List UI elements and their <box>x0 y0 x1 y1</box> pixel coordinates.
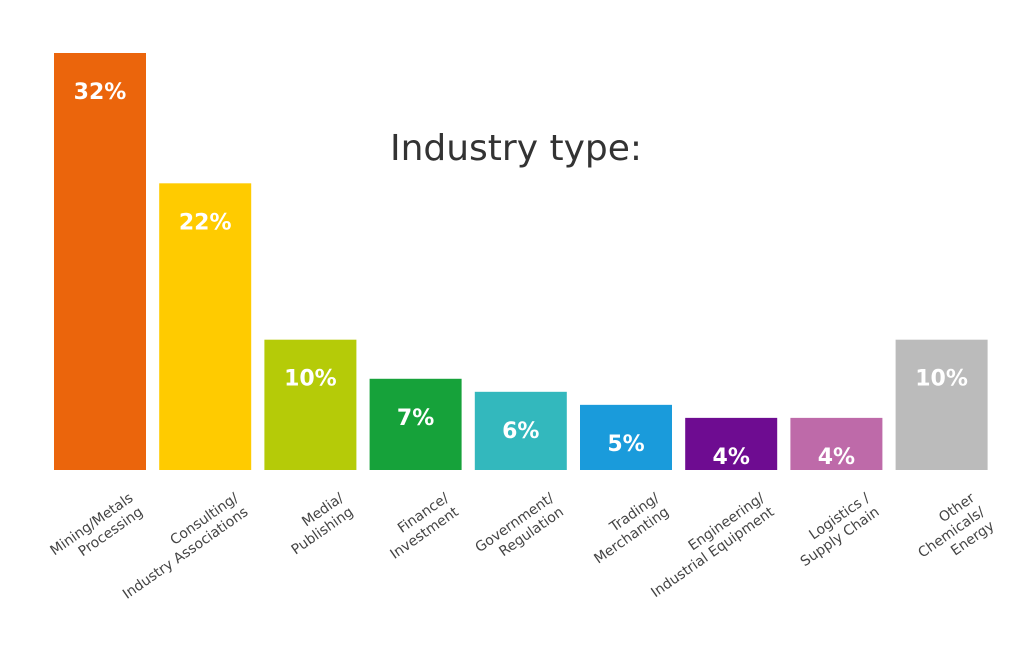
bar-value-label: 10% <box>284 367 337 392</box>
bar-value-label: 22% <box>179 210 232 235</box>
category-label: Media/Publishing <box>279 490 357 558</box>
bar <box>159 183 252 470</box>
bar-value-label: 32% <box>74 80 127 105</box>
bars-group <box>54 53 988 470</box>
bar-value-label: 5% <box>607 432 644 457</box>
category-label: Finance/Investment <box>378 490 462 563</box>
bar <box>54 53 146 470</box>
category-label: Trading/Merchanting <box>582 490 673 567</box>
value-labels-group: 32% 22% 10% 7% 6% 5% 4% 4% 10% <box>74 80 968 470</box>
bar-value-label: 7% <box>397 406 434 431</box>
category-label: OtherChemicals/Energy <box>906 490 998 575</box>
bar <box>580 404 672 470</box>
chart-title: Industry type: <box>390 128 642 169</box>
bar-value-label: 10% <box>915 367 968 392</box>
category-label: Government/Regulation <box>473 490 568 570</box>
bar <box>474 391 567 470</box>
bar <box>264 339 357 470</box>
bar-value-label: 4% <box>713 445 750 470</box>
category-label: Mining/MetalsProcessing <box>48 490 147 573</box>
bar <box>369 378 462 470</box>
bar <box>685 417 778 470</box>
bar-value-label: 6% <box>502 419 539 444</box>
bar <box>895 339 988 470</box>
bar <box>790 417 883 470</box>
category-label: Logistics /Supply Chain <box>788 490 883 570</box>
bar-value-label: 4% <box>818 445 855 470</box>
category-labels-group: Mining/MetalsProcessing Consulting/Indust… <box>48 490 998 603</box>
